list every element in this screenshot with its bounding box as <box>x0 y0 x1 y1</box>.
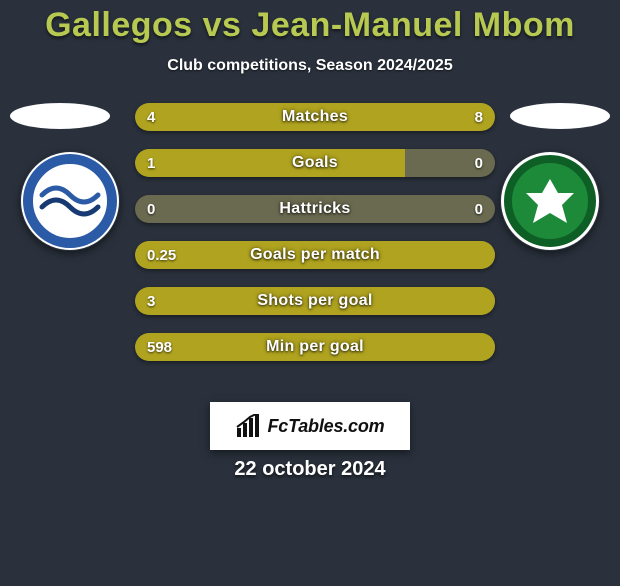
player-flag-right <box>510 103 610 129</box>
stat-value-left: 1 <box>147 149 155 177</box>
stat-label: Matches <box>135 103 495 131</box>
player-flag-left <box>10 103 110 129</box>
snapshot-date: 22 october 2024 <box>0 458 620 481</box>
stat-row: Shots per goal3 <box>135 287 495 315</box>
fctables-logo-icon <box>236 414 262 438</box>
stat-value-left: 598 <box>147 333 172 361</box>
subtitle: Club competitions, Season 2024/2025 <box>0 57 620 75</box>
page-title: Gallegos vs Jean-Manuel Mbom <box>0 6 620 45</box>
stat-value-left: 4 <box>147 103 155 131</box>
stat-value-left: 3 <box>147 287 155 315</box>
stat-row: Goals1 0 <box>135 149 495 177</box>
stat-label: Shots per goal <box>135 287 495 315</box>
stat-row: Min per goal598 <box>135 333 495 361</box>
comparison-area: Matches48Goals10Hattricks00Goals per mat… <box>0 103 620 373</box>
stat-label: Goals per match <box>135 241 495 269</box>
stat-label: Hattricks <box>135 195 495 223</box>
stat-value-left: 0 <box>147 195 155 223</box>
stat-value-right: 8 <box>475 103 483 131</box>
stat-row: Matches4 8 <box>135 103 495 131</box>
club-badge-right <box>500 151 600 251</box>
watermark-text: FcTables.com <box>268 416 385 437</box>
stat-label: Min per goal <box>135 333 495 361</box>
stat-value-left: 0.25 <box>147 241 176 269</box>
stat-row: Hattricks0 0 <box>135 195 495 223</box>
stat-row: Goals per match0.25 <box>135 241 495 269</box>
stat-value-right: 0 <box>475 195 483 223</box>
club-badge-left <box>20 151 120 251</box>
watermark: FcTables.com <box>210 402 410 450</box>
stat-bars-container: Matches48Goals10Hattricks00Goals per mat… <box>135 103 495 379</box>
stat-label: Goals <box>135 149 495 177</box>
stat-value-right: 0 <box>475 149 483 177</box>
